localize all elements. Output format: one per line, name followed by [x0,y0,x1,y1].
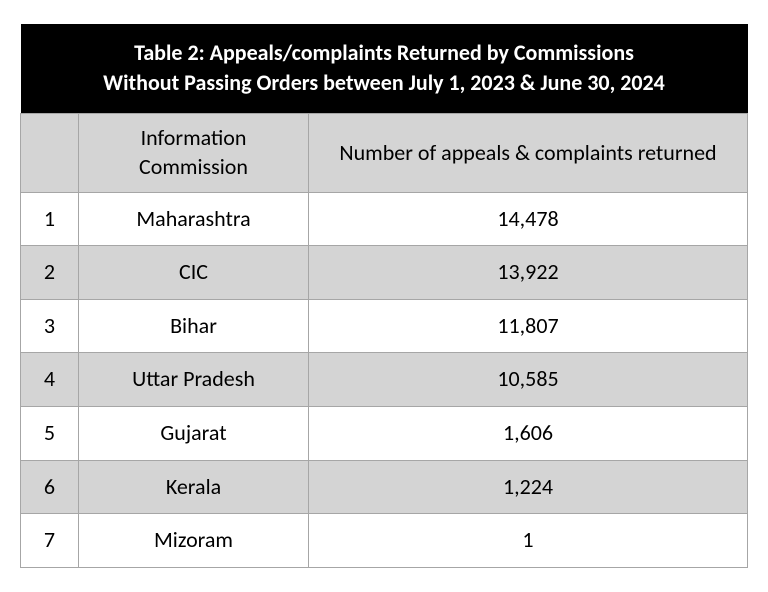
table-row: 3 Bihar 11,807 [21,299,748,353]
cell-count: 1,606 [309,406,748,460]
cell-count: 1 [309,514,748,568]
cell-commission: Maharashtra [79,192,309,246]
header-count-text: Number of appeals & complaints returned [339,139,716,166]
cell-commission: Mizoram [79,514,309,568]
cell-commission: Bihar [79,299,309,353]
table-row: 4 Uttar Pradesh 10,585 [21,353,748,407]
header-row: Information Commission Number of appeals… [21,114,748,192]
cell-count: 10,585 [309,353,748,407]
cell-index: 4 [21,353,79,407]
cell-count: 14,478 [309,192,748,246]
table-row: 1 Maharashtra 14,478 [21,192,748,246]
header-commission-text: Information Commission [139,124,248,180]
table-row: 5 Gujarat 1,606 [21,406,748,460]
cell-count: 11,807 [309,299,748,353]
title-line-2: Without Passing Orders between July 1, 2… [103,69,665,96]
header-count: Number of appeals & complaints returned [309,114,748,192]
header-commission: Information Commission [79,114,309,192]
cell-commission: Uttar Pradesh [79,353,309,407]
cell-index: 6 [21,460,79,514]
cell-count: 13,922 [309,246,748,300]
title-line-1: Table 2: Appeals/complaints Returned by … [134,39,634,66]
cell-commission: CIC [79,246,309,300]
cell-count: 1,224 [309,460,748,514]
cell-index: 5 [21,406,79,460]
header-index [21,114,79,192]
cell-index: 2 [21,246,79,300]
cell-commission: Gujarat [79,406,309,460]
table-row: 6 Kerala 1,224 [21,460,748,514]
table-title: Table 2: Appeals/complaints Returned by … [21,24,748,114]
table-body: 1 Maharashtra 14,478 2 CIC 13,922 3 Biha… [21,192,748,567]
cell-commission: Kerala [79,460,309,514]
cell-index: 3 [21,299,79,353]
table-row: 7 Mizoram 1 [21,514,748,568]
cell-index: 1 [21,192,79,246]
table-row: 2 CIC 13,922 [21,246,748,300]
appeals-table: Table 2: Appeals/complaints Returned by … [20,24,748,568]
cell-index: 7 [21,514,79,568]
